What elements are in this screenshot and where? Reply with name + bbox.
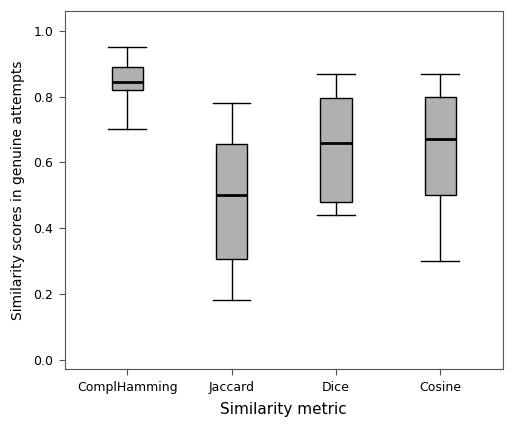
Bar xyxy=(112,67,143,90)
Bar xyxy=(320,98,352,202)
Bar xyxy=(425,97,456,195)
Y-axis label: Similarity scores in genuine attempts: Similarity scores in genuine attempts xyxy=(11,60,25,320)
X-axis label: Similarity metric: Similarity metric xyxy=(221,402,347,417)
Bar xyxy=(216,144,247,259)
